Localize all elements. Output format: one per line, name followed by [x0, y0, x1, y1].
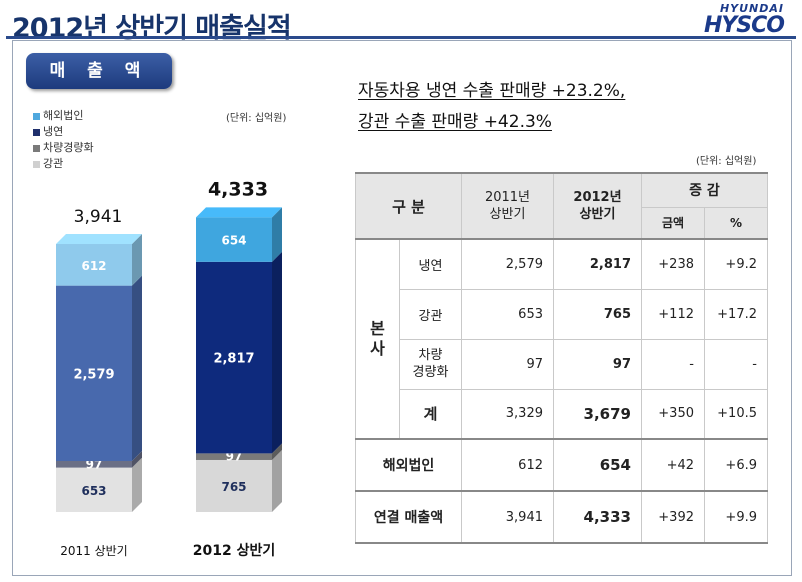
- cell-2011: 3,941: [461, 490, 554, 544]
- bar-value-label: 2,817: [213, 352, 254, 367]
- bar-segment-side: [272, 443, 282, 460]
- cell-pct: +10.5: [704, 388, 768, 440]
- bar-total-label: 4,333: [208, 178, 268, 200]
- row-label: 차량 경량화: [399, 338, 462, 390]
- cell-amount: +238: [641, 238, 705, 290]
- cell-2012: 654: [553, 438, 642, 492]
- table-row-overseas: 해외법인 612 654 +42 +6.9: [355, 438, 768, 492]
- content-frame: [12, 40, 792, 576]
- bar-value-label: 765: [221, 480, 246, 494]
- cell-amount: +112: [641, 288, 705, 340]
- bar-segment-side: [272, 207, 282, 262]
- cell-2011: 653: [461, 288, 554, 340]
- bar-segment-side: [132, 457, 142, 512]
- cell-2012: 97: [553, 338, 642, 390]
- category-label: 2011 상반기: [60, 544, 127, 558]
- cell-amount: -: [641, 338, 705, 390]
- cell-pct: +6.9: [704, 438, 768, 492]
- bar-segment: [196, 453, 272, 460]
- table-row-subtotal: 계 3,329 3,679 +350 +10.5: [356, 388, 768, 440]
- table-row: 강관 653 765 +112 +17.2: [356, 288, 768, 340]
- head-pct: %: [704, 206, 768, 240]
- bar-total-label: 3,941: [74, 207, 123, 227]
- row-label: 냉연: [399, 238, 462, 290]
- bar-segment-side: [132, 451, 142, 468]
- bar-top-face: [56, 234, 142, 245]
- cell-2011: 2,579: [461, 238, 554, 290]
- cell-amount: +392: [641, 490, 705, 544]
- bar-segment: [56, 461, 132, 468]
- bar-segment-side: [132, 234, 142, 286]
- group-label: 본 사: [355, 238, 400, 440]
- bar-segment: [196, 217, 272, 262]
- bar-segment-side: [272, 449, 282, 512]
- bar-segment-side: [272, 251, 282, 454]
- cell-2011: 3,329: [461, 388, 554, 440]
- legend-swatch: [33, 112, 40, 120]
- cell-2012: 4,333: [553, 490, 642, 544]
- bar-value-label: 2,579: [73, 367, 114, 382]
- head-amount: 금액: [641, 206, 705, 240]
- headline-line-2: 강관 수출 판매량 +42.3%: [358, 112, 552, 132]
- bar-segment: [196, 261, 272, 454]
- sales-table: 구 분 2011년 상반기 2012년 상반기 증 감 금액 % 본 사 냉연 …: [355, 172, 768, 544]
- table-row-consolidated: 연결 매출액 3,941 4,333 +392 +9.9: [355, 490, 768, 544]
- cell-2012: 3,679: [553, 388, 642, 440]
- bar-segment: [196, 459, 272, 512]
- logo-top-text: HYUNDAI: [719, 2, 784, 15]
- chart-legend: 해외법인 냉연 차량경량화 강관: [33, 108, 94, 172]
- cell-2011: 97: [461, 338, 554, 390]
- head-2011: 2011년 상반기: [461, 172, 554, 240]
- chart-unit: (단위: 십억원): [226, 113, 287, 124]
- category-label: 2012 상반기: [193, 542, 275, 559]
- row-label: 연결 매출액: [355, 490, 462, 544]
- bar-segment: [56, 244, 132, 286]
- head-2012: 2012년 상반기: [553, 172, 642, 240]
- cell-2011: 612: [461, 438, 554, 492]
- title-underline: [6, 36, 796, 39]
- table-row: 본 사 냉연 2,579 2,817 +238 +9.2: [355, 238, 768, 440]
- legend-item: 해외법인: [33, 108, 94, 124]
- legend-item: 차량경량화: [33, 140, 94, 156]
- cell-pct: +17.2: [704, 288, 768, 340]
- bar-value-label: 653: [81, 484, 106, 498]
- legend-label: 차량경량화: [43, 141, 94, 154]
- table-unit: (단위: 십억원): [696, 156, 757, 167]
- row-label: 해외법인: [355, 438, 462, 492]
- row-label: 계: [399, 388, 462, 440]
- hysco-logo: HYUNDAI HYSCO: [703, 2, 785, 38]
- headline-line-1: 자동차용 냉연 수출 판매량 +23.2%,: [358, 81, 626, 101]
- legend-item: 냉연: [33, 124, 94, 140]
- table-row: 차량 경량화 97 97 - -: [356, 338, 768, 390]
- cell-2012: 765: [553, 288, 642, 340]
- bar-value-label: 612: [81, 259, 106, 273]
- head-gubun: 구 분: [355, 172, 462, 240]
- legend-swatch: [33, 128, 40, 136]
- cell-pct: -: [704, 338, 768, 390]
- cell-pct: +9.2: [704, 238, 768, 290]
- cell-amount: +350: [641, 388, 705, 440]
- row-label: 강관: [399, 288, 462, 340]
- legend-label: 강관: [43, 157, 64, 170]
- bar-segment: [56, 285, 132, 461]
- logo-bottom-text: HYSCO: [703, 13, 785, 38]
- section-badge: 매 출 액: [26, 53, 172, 89]
- headline: 자동차용 냉연 수출 판매량 +23.2%, 강관 수출 판매량 +42.3%: [358, 76, 625, 138]
- bar-top-face: [196, 207, 282, 218]
- bar-value-label: 654: [221, 234, 246, 248]
- legend-swatch: [33, 160, 40, 168]
- cell-pct: +9.9: [704, 490, 768, 544]
- legend-label: 냉연: [43, 125, 64, 138]
- legend-label: 해외법인: [43, 109, 84, 122]
- legend-item: 강관: [33, 156, 94, 172]
- cell-2012: 2,817: [553, 238, 642, 290]
- cell-amount: +42: [641, 438, 705, 492]
- legend-swatch: [33, 144, 40, 152]
- head-change: 증 감: [641, 172, 768, 208]
- bar-segment: [56, 467, 132, 512]
- bar-segment-side: [132, 275, 142, 461]
